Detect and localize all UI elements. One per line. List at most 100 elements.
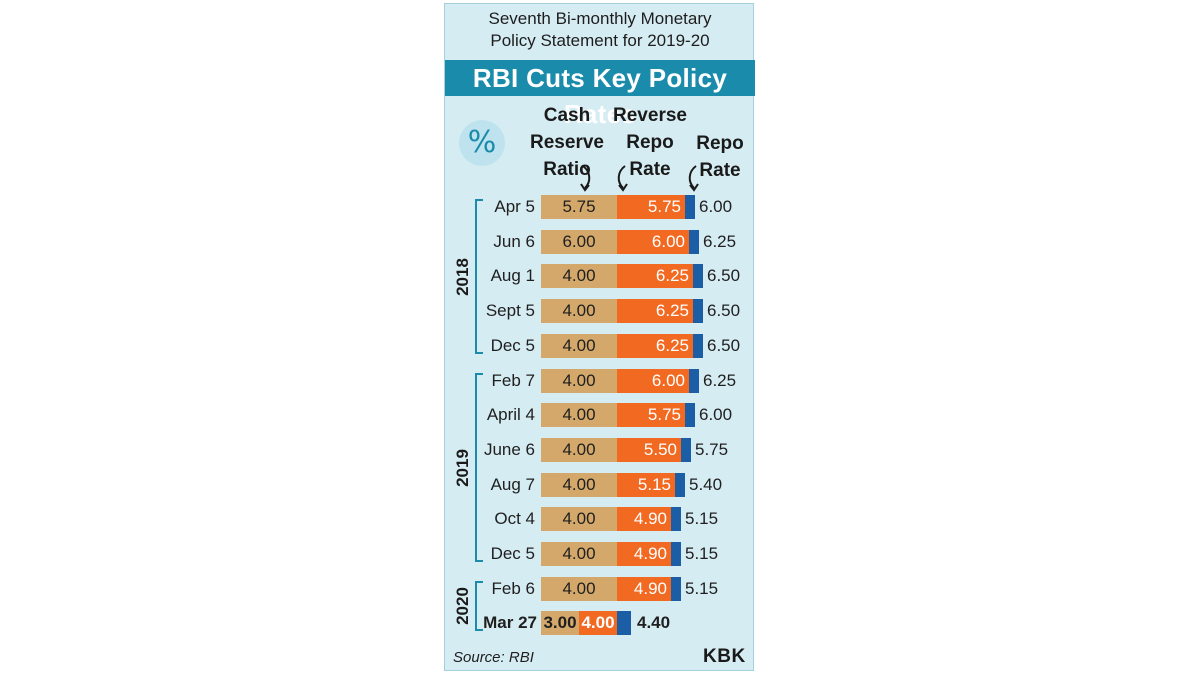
data-label-crr: 4.00: [562, 544, 596, 563]
year-bracket-line: [475, 373, 477, 562]
bar-repo: [693, 334, 703, 358]
bar-reverse-repo: [617, 334, 693, 358]
column-header-reverse-repo-line: Repo: [626, 132, 674, 153]
column-header-crr-line: Ratio: [543, 159, 591, 180]
bar-repo: [693, 264, 703, 288]
data-label-reverse-repo: 4.90: [633, 579, 667, 598]
data-label-repo: 6.00: [699, 405, 733, 424]
data-label-repo: 5.40: [689, 475, 723, 494]
data-label-reverse-repo: 6.00: [651, 232, 685, 251]
data-label-crr: 3.00: [543, 613, 577, 632]
bar-crr: [541, 369, 617, 393]
bar-crr: [541, 507, 617, 531]
data-label-repo: 6.25: [703, 371, 737, 390]
bar-reverse-repo: [617, 438, 681, 462]
bar-crr: [541, 195, 617, 219]
bar-repo: [685, 195, 695, 219]
row-date-label: Feb 7: [491, 371, 535, 390]
data-label-crr: 4.00: [562, 440, 596, 459]
year-label: 2020: [453, 587, 472, 625]
repo-arrow-icon: [688, 165, 699, 192]
percent-icon: %: [459, 120, 505, 166]
data-label-crr: 5.75: [562, 197, 596, 216]
data-label-reverse-repo: 5.75: [647, 405, 681, 424]
bar-reverse-repo: [617, 403, 685, 427]
column-header-crr: Cash Reserve Ratio: [517, 102, 617, 183]
percent-glyph: %: [467, 125, 497, 160]
data-label-crr: 4.00: [562, 405, 596, 424]
data-label-reverse-repo: 6.25: [655, 301, 689, 320]
bar-crr: [541, 542, 617, 566]
row-date-label: Jun 6: [493, 232, 535, 251]
data-label-reverse-repo: 5.75: [647, 197, 681, 216]
bar-repo: [689, 369, 699, 393]
credit-mark: KBK: [703, 646, 746, 667]
year-label: 2019: [453, 448, 472, 487]
data-label-reverse-repo: 6.25: [655, 336, 689, 355]
data-label-reverse-repo: 5.50: [643, 440, 677, 459]
row-date-label: Apr 5: [494, 197, 535, 216]
bar-repo: [671, 577, 681, 601]
data-label-reverse-repo: 4.00: [581, 613, 615, 632]
year-bracket-tick: [475, 629, 483, 631]
data-label-crr: 6.00: [562, 232, 596, 251]
data-label-reverse-repo: 6.25: [655, 266, 689, 285]
bar-repo: [681, 438, 691, 462]
bar-crr: [541, 334, 617, 358]
subtitle-line-2: Policy Statement for 2019-20: [490, 31, 710, 50]
column-header-crr-line: Reserve: [530, 132, 604, 153]
data-label-crr: 4.00: [562, 301, 596, 320]
data-label-repo: 4.40: [637, 613, 671, 632]
bar-crr: [541, 438, 617, 462]
reverse-repo-arrow-icon: [617, 165, 628, 192]
data-label-reverse-repo: 4.90: [633, 544, 667, 563]
bar-reverse-repo: [617, 264, 693, 288]
year-bracket-line: [475, 581, 477, 631]
data-label-crr: 4.00: [562, 336, 596, 355]
bar-repo: [675, 473, 685, 497]
bar-reverse-repo: [617, 542, 671, 566]
data-label-repo: 6.50: [707, 336, 741, 355]
bar-reverse-repo: [617, 577, 671, 601]
row-date-label: Sept 5: [485, 301, 535, 320]
crr-arrow-icon: [580, 165, 591, 192]
row-date-label: June 6: [483, 440, 535, 459]
column-header-crr-line: Cash: [543, 105, 591, 126]
subtitle-line-1: Seventh Bi-monthly Monetary: [488, 9, 712, 28]
row-date-label: Dec 5: [490, 544, 535, 563]
column-header-reverse-repo-line: Reverse: [613, 105, 687, 126]
data-label-repo: 6.50: [707, 266, 741, 285]
column-header-reverse-repo-line: Rate: [629, 159, 671, 180]
column-header-repo-line: Rate: [699, 160, 741, 181]
year-bracket-tick: [475, 373, 483, 375]
bar-reverse-repo: [617, 507, 671, 531]
bar-repo: [685, 403, 695, 427]
data-label-repo: 6.25: [703, 232, 737, 251]
bar-reverse-repo: [579, 611, 617, 635]
data-label-crr: 4.00: [562, 475, 596, 494]
data-label-crr: 4.00: [562, 579, 596, 598]
bar-reverse-repo: [617, 195, 685, 219]
data-label-reverse-repo: 5.15: [637, 475, 671, 494]
bar-crr: [541, 403, 617, 427]
year-bracket-tick: [475, 352, 483, 354]
data-label-repo: 5.15: [685, 509, 719, 528]
bar-crr: [541, 611, 579, 635]
bar-repo: [689, 230, 699, 254]
row-date-label: Dec 5: [490, 336, 535, 355]
row-date-label: Mar 27: [483, 613, 537, 632]
row-date-label: Oct 4: [494, 509, 535, 528]
data-label-crr: 4.00: [562, 371, 596, 390]
row-date-label: Aug 7: [490, 475, 535, 494]
data-label-reverse-repo: 6.00: [651, 371, 685, 390]
data-label-repo: 6.00: [699, 197, 733, 216]
bar-crr: [541, 473, 617, 497]
bar-repo: [671, 542, 681, 566]
bar-crr: [541, 264, 617, 288]
bar-reverse-repo: [617, 299, 693, 323]
data-label-repo: 5.15: [685, 579, 719, 598]
subtitle: Seventh Bi-monthly Monetary Policy State…: [445, 8, 755, 52]
bar-repo: [671, 507, 681, 531]
row-date-label: April 4: [486, 405, 535, 424]
column-header-repo: Repo Rate: [695, 130, 745, 184]
